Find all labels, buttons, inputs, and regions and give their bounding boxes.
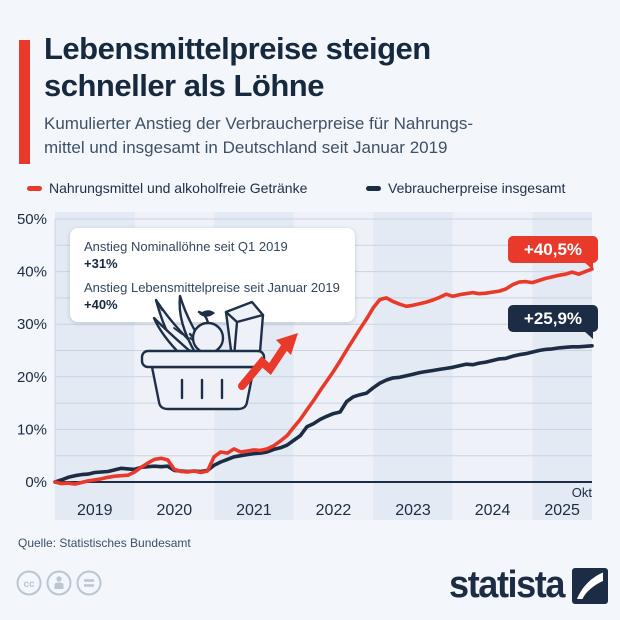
food-value-badge: +40,5% bbox=[508, 236, 598, 270]
grocery-basket-illustration bbox=[130, 288, 310, 423]
y-tick-label: 50% bbox=[17, 211, 47, 228]
cc-license-icon[interactable]: cc bbox=[16, 570, 42, 596]
svg-text:cc: cc bbox=[23, 579, 35, 590]
y-tick-label: 10% bbox=[17, 421, 47, 438]
apple-icon bbox=[191, 310, 225, 355]
legend-item-food: Nahrungsmittel und alkoholfreie Getränke bbox=[27, 180, 307, 196]
chart-legend: Nahrungsmittel und alkoholfreie Getränke… bbox=[27, 180, 607, 198]
y-tick-label: 30% bbox=[17, 316, 47, 333]
overall-value-badge: +25,9% bbox=[508, 305, 598, 339]
annotation-line-1: Anstieg Nominallöhne seit Q1 2019 bbox=[84, 239, 288, 254]
legend-dash-red-icon bbox=[27, 185, 42, 191]
x-tick-label: 2020 bbox=[157, 502, 193, 519]
legend-label-food: Nahrungsmittel und alkoholfreie Getränke bbox=[49, 180, 308, 196]
y-tick-label: 0% bbox=[25, 474, 47, 491]
annotation-box: Anstieg Nominallöhne seit Q1 2019 +31% A… bbox=[70, 228, 355, 322]
milk-carton-icon bbox=[224, 300, 265, 360]
subtitle-line-2: mittel und insgesamt in Deutschland seit… bbox=[44, 138, 448, 157]
series-line bbox=[53, 267, 594, 486]
subtitle-line-1: Kumulierter Anstieg der Verbraucherpreis… bbox=[44, 114, 473, 133]
y-tick-label: 20% bbox=[17, 369, 47, 386]
x-tick-label: 2021 bbox=[236, 502, 272, 519]
trend-arrow-icon bbox=[238, 333, 298, 390]
page-title: Lebensmittelpreise steigen schneller als… bbox=[44, 30, 604, 104]
title-line-1: Lebensmittelpreise steigen bbox=[44, 31, 431, 66]
year-band bbox=[532, 212, 592, 520]
basket-body bbox=[140, 349, 266, 411]
page-subtitle: Kumulierter Anstieg der Verbraucherpreis… bbox=[44, 112, 604, 160]
source-note: Quelle: Statistisches Bundesamt bbox=[18, 536, 191, 550]
statista-logo[interactable]: statista bbox=[443, 564, 608, 607]
annotation-value-1: +31% bbox=[84, 256, 118, 271]
annotation-value-2: +40% bbox=[84, 297, 118, 312]
title-accent-bar bbox=[19, 40, 30, 164]
y-tick-label: 40% bbox=[17, 264, 47, 281]
x-tick-label: 2019 bbox=[77, 502, 113, 519]
cc-license-row: cc bbox=[16, 570, 102, 596]
attribution-person-icon[interactable] bbox=[46, 570, 72, 596]
basket-icon bbox=[140, 294, 298, 411]
year-band bbox=[373, 212, 453, 520]
legend-label-overall: Vebraucherpreise insgesamt bbox=[388, 180, 566, 196]
legend-dash-navy-icon bbox=[366, 185, 381, 191]
equal-sign-icon[interactable] bbox=[76, 570, 102, 596]
x-tick-label: 2022 bbox=[316, 502, 352, 519]
x-tick-label: 2025 bbox=[544, 502, 580, 519]
statista-logo-mark-icon bbox=[572, 567, 608, 604]
x-end-month-label: Okt bbox=[572, 485, 593, 500]
title-line-2: schneller als Löhne bbox=[44, 68, 324, 103]
legend-item-overall: Vebraucherpreise insgesamt bbox=[366, 180, 565, 196]
statista-wordmark: statista bbox=[448, 564, 565, 606]
x-tick-label: 2023 bbox=[395, 502, 431, 519]
x-tick-label: 2024 bbox=[475, 502, 511, 519]
annotation-line-2: Anstieg Lebensmittelpreise seit Januar 2… bbox=[84, 280, 340, 295]
